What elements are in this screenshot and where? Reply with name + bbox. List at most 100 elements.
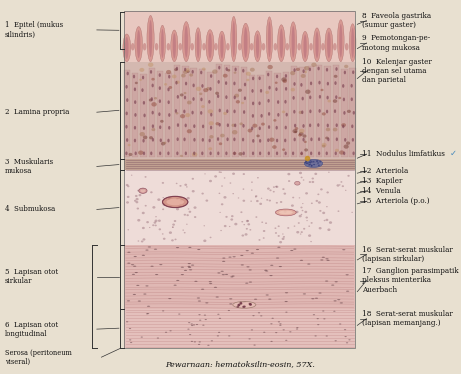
Circle shape [201,105,205,108]
Ellipse shape [168,113,171,117]
Ellipse shape [325,28,333,62]
Circle shape [231,124,236,127]
Circle shape [274,227,277,229]
Ellipse shape [202,125,204,128]
Ellipse shape [134,113,136,117]
Circle shape [347,175,350,177]
Ellipse shape [173,285,177,286]
Circle shape [263,237,265,239]
Ellipse shape [154,43,158,50]
Ellipse shape [285,113,288,117]
Circle shape [284,193,286,195]
Ellipse shape [318,137,320,141]
Ellipse shape [242,302,245,303]
Circle shape [189,211,191,213]
Circle shape [201,193,204,194]
Ellipse shape [317,318,319,319]
Ellipse shape [191,70,194,74]
Ellipse shape [278,25,285,62]
Ellipse shape [267,73,269,76]
Circle shape [304,141,307,143]
Circle shape [189,73,193,77]
Circle shape [275,82,278,84]
Bar [199,69,205,157]
Circle shape [299,197,300,199]
Ellipse shape [285,340,287,341]
Circle shape [136,201,138,203]
Ellipse shape [248,338,251,340]
Circle shape [129,153,132,156]
Ellipse shape [127,263,130,264]
Circle shape [303,180,304,181]
Circle shape [301,231,303,233]
Ellipse shape [343,151,345,155]
Ellipse shape [152,111,154,114]
Circle shape [246,220,249,222]
Ellipse shape [149,20,152,57]
Ellipse shape [225,95,228,99]
Ellipse shape [182,22,190,62]
Ellipse shape [243,301,247,303]
Ellipse shape [231,16,237,62]
Ellipse shape [210,74,212,78]
Circle shape [206,199,208,202]
Ellipse shape [184,68,186,71]
Ellipse shape [176,247,179,248]
Ellipse shape [242,69,244,73]
Ellipse shape [317,123,319,127]
Ellipse shape [145,285,148,286]
Ellipse shape [151,97,153,101]
Ellipse shape [202,325,205,326]
Ellipse shape [275,332,278,333]
Circle shape [239,302,242,304]
Ellipse shape [313,28,320,62]
Ellipse shape [352,138,354,142]
Ellipse shape [264,270,267,271]
Text: 5  Lapisan otot
sirkular: 5 Lapisan otot sirkular [5,268,58,285]
Circle shape [251,189,253,191]
Ellipse shape [318,67,320,70]
Circle shape [232,193,234,194]
Circle shape [282,233,284,234]
Ellipse shape [228,257,231,258]
Circle shape [144,176,147,178]
Circle shape [319,210,321,212]
Ellipse shape [191,325,193,326]
Ellipse shape [127,252,130,253]
Circle shape [282,148,285,151]
Ellipse shape [135,151,137,155]
Circle shape [219,171,220,173]
Bar [165,73,172,157]
Ellipse shape [296,327,299,328]
Circle shape [136,208,139,209]
Circle shape [196,87,201,91]
Circle shape [304,211,307,213]
Circle shape [238,152,243,156]
Circle shape [136,198,139,200]
Ellipse shape [313,314,315,315]
Ellipse shape [244,27,248,58]
Ellipse shape [193,83,195,87]
Circle shape [238,197,239,199]
Ellipse shape [325,151,328,155]
Circle shape [317,160,319,162]
Ellipse shape [279,325,282,326]
Circle shape [299,172,302,174]
Ellipse shape [259,126,261,130]
Circle shape [185,68,190,72]
Bar [249,75,255,157]
Ellipse shape [335,95,337,99]
Ellipse shape [142,76,144,79]
Ellipse shape [159,99,161,103]
Ellipse shape [136,285,140,286]
Ellipse shape [187,329,189,330]
Circle shape [248,303,251,305]
Ellipse shape [276,257,279,258]
Ellipse shape [217,94,219,98]
Ellipse shape [342,125,344,128]
Ellipse shape [183,110,185,113]
Circle shape [166,70,171,74]
Circle shape [320,89,324,91]
Bar [124,11,355,348]
Circle shape [343,144,349,149]
